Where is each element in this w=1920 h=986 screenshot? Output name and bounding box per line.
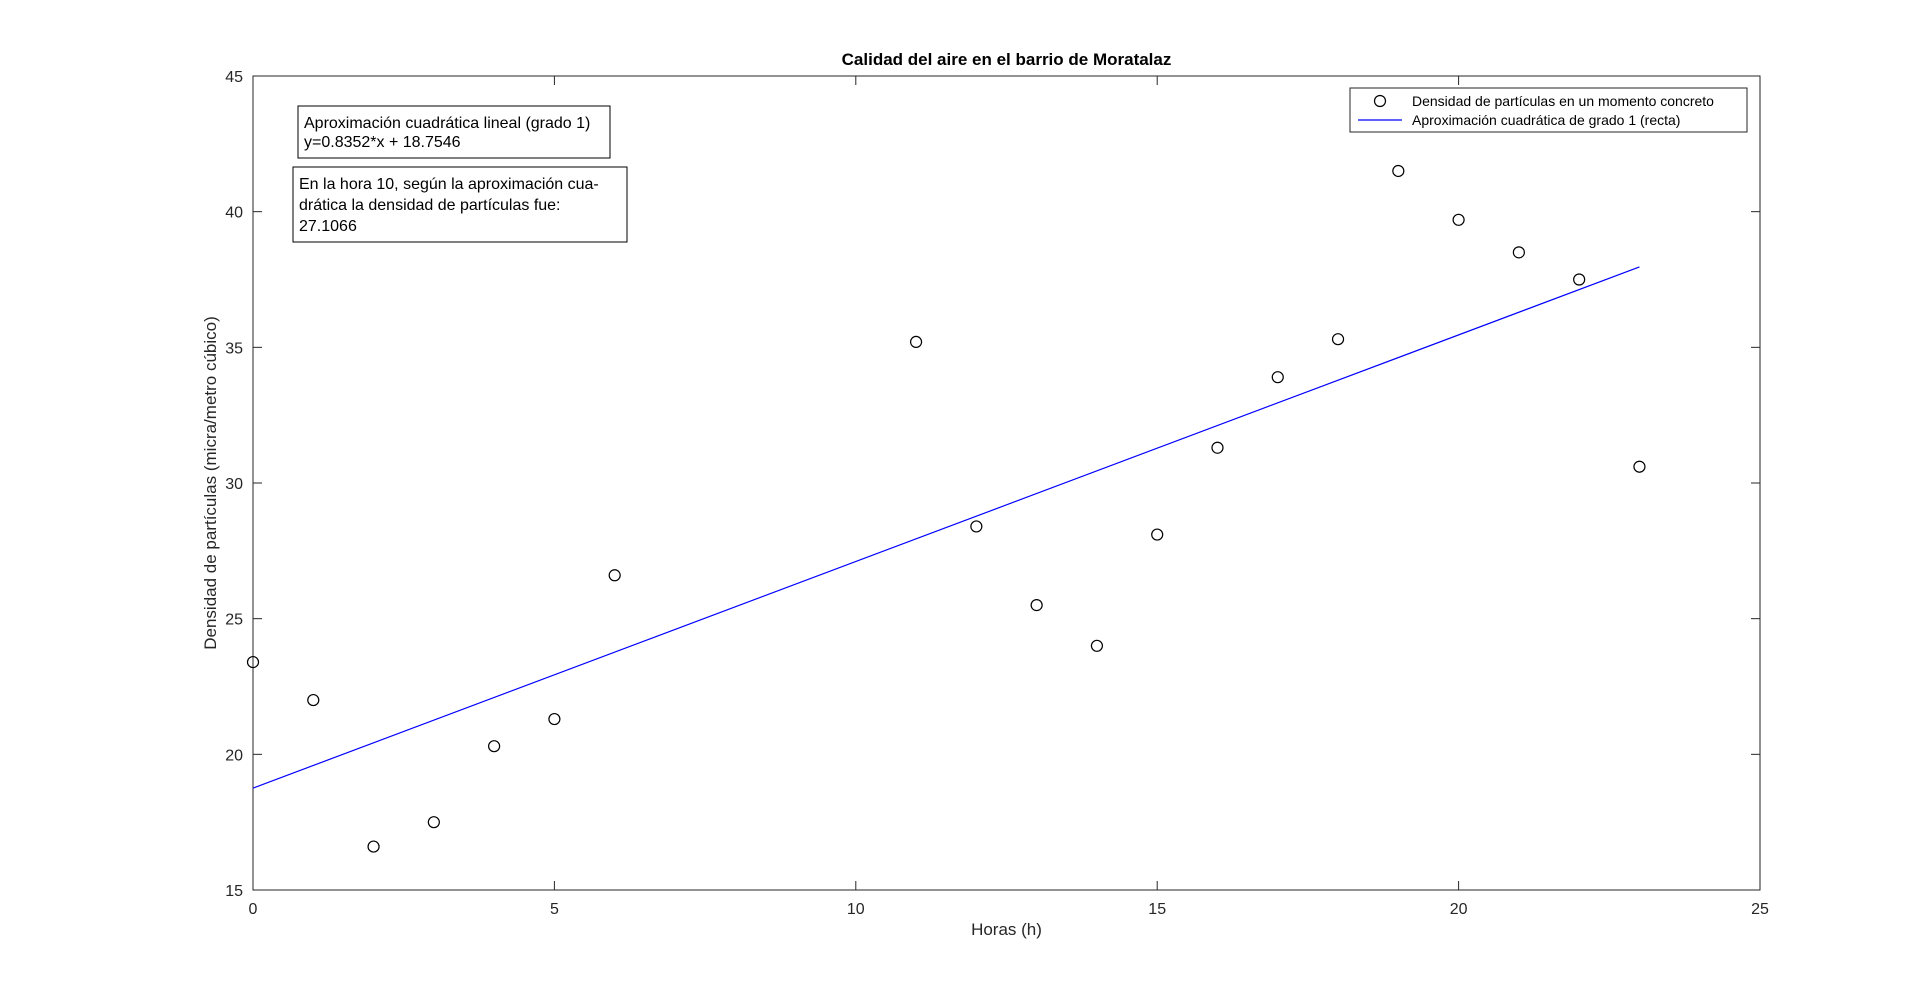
data-point	[1331, 333, 1345, 346]
data-point	[1392, 164, 1405, 178]
data-point	[307, 693, 320, 707]
data-point	[1090, 639, 1104, 652]
axes: 0 5 10 15 20 25 15 20 25 30 35 40 45	[225, 69, 1769, 918]
data-point	[909, 335, 923, 349]
x-tick-label: 0	[249, 901, 258, 918]
legend-entry: Aproximación cuadrática de grado 1 (rect…	[1358, 112, 1680, 128]
x-tick-label: 25	[1751, 901, 1769, 918]
annotation-text: y=0.8352*x + 18.7546	[304, 134, 461, 151]
y-tick-label: 20	[225, 747, 243, 764]
y-tick-label: 25	[225, 612, 243, 629]
annotation-text: En la hora 10, según la aproximación cua…	[299, 176, 599, 193]
annotation-text: 27.1066	[299, 218, 357, 235]
scatter-series	[246, 164, 1646, 853]
data-point	[1211, 441, 1224, 454]
data-point	[1271, 371, 1284, 384]
y-axis-label: Densidad de partículas (micra/metro cúbi…	[201, 316, 220, 650]
data-point	[1151, 528, 1164, 541]
data-point	[548, 712, 561, 726]
data-point	[608, 569, 621, 582]
data-point	[246, 655, 260, 669]
data-point	[427, 816, 440, 829]
legend: Densidad de partículas en un momento con…	[1349, 87, 1748, 133]
annotation-box: En la hora 10, según la aproximación cua…	[292, 166, 628, 243]
annotation-box: Aproximación cuadrática lineal (grado 1)…	[297, 105, 611, 159]
legend-entry: Densidad de partículas en un momento con…	[1373, 93, 1714, 109]
y-tick-label: 15	[225, 883, 243, 900]
y-tick-label: 35	[225, 340, 243, 357]
legend-label: Densidad de partículas en un momento con…	[1412, 93, 1714, 109]
x-axis-label: Horas (h)	[971, 920, 1042, 939]
x-tick-label: 20	[1450, 901, 1468, 918]
legend-frame	[1349, 87, 1748, 133]
annotation-text: Aproximación cuadrática lineal (grado 1)	[304, 115, 590, 132]
legend-label: Aproximación cuadrática de grado 1 (rect…	[1412, 112, 1680, 128]
y-tick-label: 30	[225, 476, 243, 493]
data-point	[1512, 246, 1525, 259]
data-point	[1573, 273, 1586, 286]
x-tick-label: 15	[1148, 901, 1166, 918]
annotation-frame	[297, 105, 611, 159]
data-point	[1452, 213, 1465, 226]
y-tick-label: 45	[225, 69, 243, 86]
annotation-frame	[292, 166, 628, 243]
y-tick-label: 40	[225, 205, 243, 222]
data-point	[970, 520, 983, 533]
data-point	[488, 740, 501, 753]
x-tick-label: 10	[847, 901, 865, 918]
data-point	[1633, 460, 1646, 473]
series-layer	[246, 164, 1646, 853]
fit-line	[252, 266, 1640, 789]
annotations: Aproximación cuadrática lineal (grado 1)…	[292, 105, 628, 243]
legend-marker-swatch	[1373, 94, 1387, 108]
data-point	[367, 840, 380, 853]
chart-title: Calidad del aire en el barrio de Moratal…	[842, 50, 1172, 69]
data-point	[1030, 598, 1043, 612]
x-tick-label: 5	[550, 901, 559, 918]
annotation-text: drática la densidad de partículas fue:	[299, 197, 561, 214]
